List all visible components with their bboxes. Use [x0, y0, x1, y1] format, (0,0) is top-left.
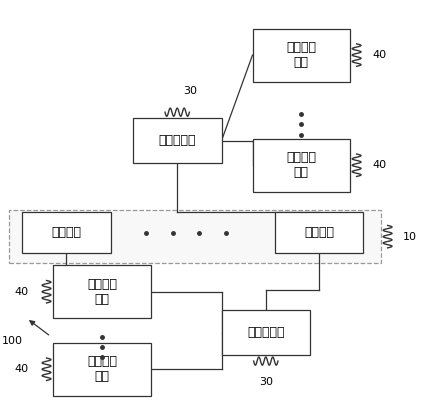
- Text: 存储控制
模块: 存储控制 模块: [286, 41, 316, 69]
- Text: 存储控制
模块: 存储控制 模块: [87, 355, 117, 383]
- Bar: [275, 212, 363, 253]
- Bar: [53, 265, 151, 318]
- Bar: [53, 343, 151, 396]
- Text: 40: 40: [15, 287, 29, 297]
- Bar: [9, 210, 381, 263]
- Text: 30: 30: [259, 377, 273, 388]
- Text: 40: 40: [372, 160, 386, 170]
- Text: 30: 30: [183, 86, 198, 96]
- Bar: [22, 212, 111, 253]
- Bar: [253, 29, 350, 82]
- Text: 40: 40: [15, 364, 29, 374]
- Bar: [133, 118, 222, 163]
- Text: 多路复用器: 多路复用器: [247, 326, 284, 339]
- Text: 10: 10: [403, 232, 417, 242]
- Bar: [253, 139, 350, 192]
- Text: 多路复用器: 多路复用器: [159, 134, 196, 147]
- Text: 100: 100: [2, 336, 23, 346]
- Text: 存储控制
模块: 存储控制 模块: [286, 151, 316, 179]
- Bar: [222, 310, 310, 355]
- Text: 路由节点: 路由节点: [51, 226, 82, 239]
- Text: 存储控制
模块: 存储控制 模块: [87, 278, 117, 306]
- Text: 路由节点: 路由节点: [304, 226, 334, 239]
- Text: 40: 40: [372, 50, 386, 60]
